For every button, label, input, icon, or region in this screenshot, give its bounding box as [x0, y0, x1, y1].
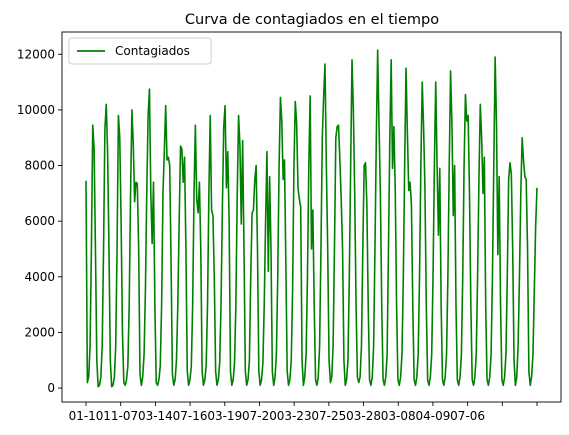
y-tick-label: 2000 [24, 325, 55, 339]
y-tick-label: 8000 [24, 159, 55, 173]
x-tick-label: 07-06 [450, 409, 485, 423]
x-tick-label: 03-28 [346, 409, 381, 423]
y-tick-label: 6000 [24, 214, 55, 228]
legend-label-contagiados: Contagiados [115, 44, 190, 58]
x-tick-label: 07-25 [311, 409, 346, 423]
x-tick-label: 07-16 [173, 409, 208, 423]
legend-box [68, 37, 212, 65]
y-tick-label: 12000 [17, 47, 55, 61]
chart-title: Curva de contagiados en el tiempo [185, 12, 439, 28]
x-axis: 01-10 11-07 03-14 07-16 03-19 07-20 03-23 07-25… [69, 402, 538, 423]
x-tick-label: 07-20 [242, 409, 277, 423]
contagiados-line [85, 49, 538, 388]
axes-frame [61, 31, 562, 403]
x-tick-label: 03-14 [138, 409, 173, 423]
x-tick-label: 03-19 [207, 409, 242, 423]
x-tick-label: 04-09 [415, 409, 450, 423]
legend: Contagiados [68, 37, 212, 65]
x-tick-label: 01-10 [69, 409, 104, 423]
x-tick-label: 11-07 [103, 409, 138, 423]
y-axis: 0 2000 4000 6000 8000 10000 12000 [17, 47, 62, 395]
y-tick-label: 10000 [17, 103, 55, 117]
y-tick-label: 4000 [24, 270, 55, 284]
x-tick-label: 03-08 [381, 409, 416, 423]
y-tick-label: 0 [47, 381, 55, 395]
x-tick-label: 03-23 [277, 409, 312, 423]
plot-area [85, 49, 538, 388]
